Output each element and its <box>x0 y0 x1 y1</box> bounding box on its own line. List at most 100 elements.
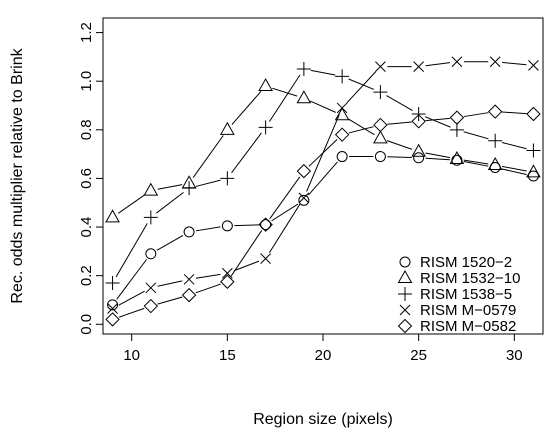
data-point <box>221 267 233 279</box>
data-point <box>528 60 539 71</box>
series-line-segment <box>501 165 527 172</box>
y-axis-label: Rec. odds multiplier relative to Brink <box>9 47 26 303</box>
legend-marker <box>397 318 413 334</box>
series-line-segment <box>425 62 451 67</box>
series-line-segment <box>233 260 260 272</box>
series-line-segment <box>271 203 299 222</box>
data-point <box>260 219 272 231</box>
y-tick-label: 1.0 <box>78 71 95 92</box>
data-point <box>487 104 503 119</box>
data-point <box>451 56 463 68</box>
x-axis: 10 15 20 25 30 <box>123 334 523 364</box>
data-point <box>220 171 235 186</box>
data-point <box>487 157 503 171</box>
legend-marker <box>399 256 411 268</box>
data-point <box>105 275 120 290</box>
series-line-segment <box>115 223 148 278</box>
data-point <box>182 181 197 196</box>
series-line-segment <box>310 100 336 113</box>
series-line-segment <box>501 168 527 175</box>
y-tick-label: 1.2 <box>78 22 95 43</box>
series-line-segment <box>463 161 489 167</box>
series-line-segment <box>116 259 148 300</box>
data-point <box>219 121 235 135</box>
series-line-segment <box>272 87 298 97</box>
data-point <box>411 107 426 122</box>
data-point <box>413 152 425 164</box>
data-point <box>413 61 425 72</box>
series-line-segment <box>502 111 527 115</box>
data-point <box>143 182 159 196</box>
data-point <box>526 106 541 122</box>
data-point <box>143 210 158 225</box>
legend-marker <box>399 304 411 316</box>
data-point <box>449 150 465 164</box>
series-2 <box>105 78 541 223</box>
series-line-segment <box>346 71 377 104</box>
series-line-segment <box>348 126 374 134</box>
x-tick-label: 10 <box>123 347 140 364</box>
x-tick-label: 30 <box>506 347 523 364</box>
data-point <box>336 151 348 163</box>
y-tick-label: 0.8 <box>78 119 95 140</box>
data-point <box>105 312 120 327</box>
y-axis: 0.0 0.2 0.4 0.6 0.8 1.0 1.2 <box>78 22 103 335</box>
data-point <box>296 163 312 179</box>
data-point <box>183 226 195 238</box>
legend-item: RISM 1532−10 <box>397 269 520 287</box>
data-point <box>258 120 273 135</box>
series-line-segment <box>234 224 259 227</box>
series-line-segment <box>269 176 301 220</box>
series-line-segment <box>425 117 450 122</box>
x-tick-label: 15 <box>219 347 236 364</box>
data-point <box>373 130 388 144</box>
legend-label: RISM 1532−10 <box>420 270 520 287</box>
data-point <box>145 282 157 294</box>
legend-label: RISM M−0579 <box>420 302 516 319</box>
series-line-segment <box>463 131 489 140</box>
series-4 <box>107 56 539 314</box>
series-line-segment <box>118 194 146 214</box>
series-line-segment <box>348 78 375 90</box>
data-point <box>374 151 386 163</box>
data-point <box>258 217 273 232</box>
data-point <box>296 90 312 104</box>
data-point <box>183 273 195 285</box>
series-line-segment <box>308 161 338 196</box>
data-point <box>336 102 348 114</box>
series-line-segment <box>195 273 221 279</box>
series-line-segment <box>195 226 221 232</box>
x-tick-label: 25 <box>410 347 427 364</box>
series-layer <box>105 56 541 327</box>
data-point <box>260 253 271 264</box>
data-point <box>298 194 310 206</box>
series-line-segment <box>192 135 224 178</box>
series-line-segment <box>156 234 184 251</box>
series-line-segment <box>269 74 301 122</box>
series-line-segment <box>195 179 221 187</box>
data-point <box>298 192 310 204</box>
legend-item: RISM 1538−5 <box>398 286 512 303</box>
data-point <box>105 209 120 223</box>
series-line-segment <box>425 152 451 159</box>
series-line-segment <box>231 91 262 125</box>
data-point <box>107 303 118 314</box>
data-point <box>221 220 233 232</box>
x-axis-label: Region size (pixels) <box>253 411 393 428</box>
x-tick-label: 20 <box>315 347 332 364</box>
data-point <box>373 117 388 133</box>
legend-item: RISM 1520−2 <box>399 254 512 271</box>
data-point <box>488 133 503 148</box>
data-point <box>107 299 119 311</box>
data-point <box>181 287 197 303</box>
series-line-segment <box>119 307 145 318</box>
legend-label: RISM 1538−5 <box>420 286 512 303</box>
data-point <box>449 122 464 137</box>
data-point <box>335 69 350 84</box>
series-line-segment <box>268 203 301 253</box>
data-point <box>220 274 235 289</box>
y-tick-label: 0.0 <box>78 314 95 335</box>
series-line-segment <box>501 141 527 150</box>
data-point <box>526 143 541 158</box>
